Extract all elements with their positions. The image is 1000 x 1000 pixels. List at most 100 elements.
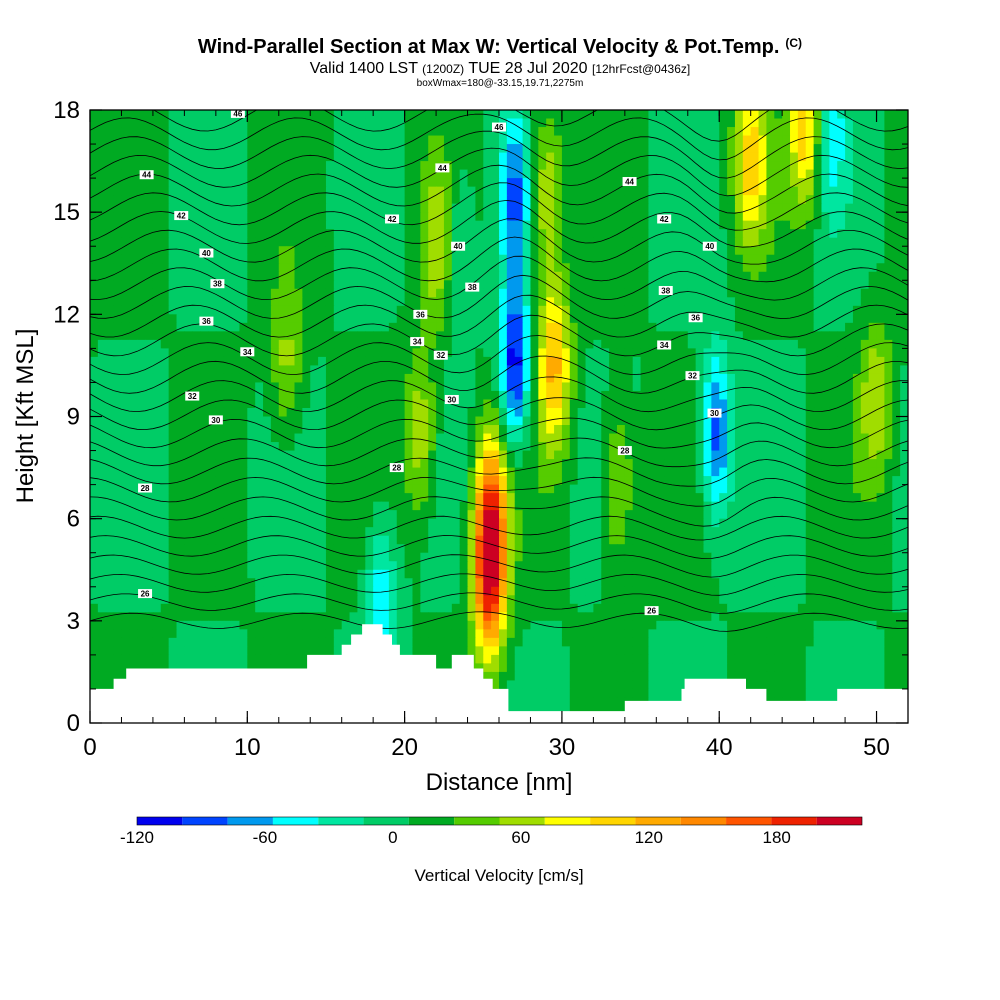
velocity-cell bbox=[428, 425, 437, 435]
velocity-cell bbox=[373, 348, 382, 358]
velocity-cell bbox=[892, 365, 901, 375]
velocity-cell bbox=[609, 459, 618, 469]
velocity-cell bbox=[263, 229, 272, 239]
velocity-cell bbox=[703, 442, 712, 452]
velocity-cell bbox=[137, 399, 146, 409]
velocity-cell bbox=[310, 195, 319, 205]
velocity-cell bbox=[601, 220, 610, 230]
velocity-cell bbox=[483, 442, 492, 452]
velocity-cell bbox=[790, 263, 799, 273]
velocity-cell bbox=[365, 144, 374, 154]
velocity-cell bbox=[876, 203, 886, 213]
velocity-cell bbox=[381, 339, 390, 349]
velocity-cell bbox=[727, 127, 736, 137]
velocity-cell bbox=[758, 237, 768, 247]
velocity-cell bbox=[129, 399, 138, 409]
velocity-cell bbox=[333, 161, 343, 171]
velocity-cell bbox=[491, 322, 500, 332]
velocity-cell bbox=[90, 365, 99, 375]
velocity-cell bbox=[247, 510, 256, 520]
velocity-cell bbox=[263, 322, 272, 332]
velocity-cell bbox=[263, 178, 272, 188]
velocity-cell bbox=[192, 510, 201, 520]
velocity-cell bbox=[616, 169, 626, 179]
velocity-cell bbox=[459, 339, 469, 349]
velocity-cell bbox=[373, 331, 382, 341]
velocity-cell bbox=[286, 305, 296, 315]
velocity-cell bbox=[860, 373, 870, 384]
velocity-cell bbox=[514, 373, 524, 384]
velocity-cell bbox=[121, 442, 130, 452]
velocity-cell bbox=[695, 322, 705, 332]
velocity-cell bbox=[640, 356, 650, 367]
velocity-cell bbox=[766, 356, 775, 367]
velocity-cell bbox=[396, 331, 406, 341]
velocity-cell bbox=[609, 331, 618, 341]
velocity-cell bbox=[601, 110, 610, 120]
velocity-cell bbox=[349, 237, 359, 247]
velocity-cell bbox=[365, 459, 374, 469]
velocity-cell bbox=[223, 127, 233, 137]
velocity-cell bbox=[113, 322, 123, 332]
velocity-cell bbox=[546, 493, 555, 503]
velocity-cell bbox=[868, 331, 878, 341]
velocity-cell bbox=[837, 220, 846, 230]
velocity-cell bbox=[774, 246, 783, 256]
velocity-cell bbox=[436, 493, 445, 503]
velocity-cell bbox=[396, 501, 406, 511]
velocity-cell bbox=[286, 467, 296, 477]
velocity-cell bbox=[215, 484, 225, 494]
velocity-cell bbox=[231, 195, 241, 205]
velocity-cell bbox=[569, 186, 579, 196]
velocity-cell bbox=[734, 450, 744, 460]
velocity-cell bbox=[121, 271, 130, 281]
velocity-cell bbox=[766, 331, 775, 341]
velocity-cell bbox=[742, 263, 752, 273]
velocity-cell bbox=[616, 110, 626, 120]
velocity-cell bbox=[192, 144, 201, 154]
velocity-cell bbox=[223, 407, 233, 418]
velocity-cell bbox=[805, 484, 815, 494]
velocity-cell bbox=[506, 331, 516, 341]
velocity-cell bbox=[168, 144, 178, 154]
velocity-cell bbox=[868, 178, 878, 188]
velocity-cell bbox=[695, 212, 705, 222]
velocity-cell bbox=[845, 152, 854, 162]
velocity-cell bbox=[805, 339, 815, 349]
velocity-cell bbox=[727, 254, 736, 264]
velocity-cell bbox=[168, 271, 178, 281]
velocity-cell bbox=[876, 442, 886, 452]
velocity-cell bbox=[168, 331, 178, 341]
velocity-cell bbox=[561, 305, 571, 315]
velocity-cell bbox=[255, 237, 264, 247]
velocity-cell bbox=[428, 246, 437, 256]
velocity-cell bbox=[325, 110, 335, 120]
velocity-cell bbox=[499, 373, 508, 384]
velocity-cell bbox=[475, 110, 484, 120]
velocity-cell bbox=[223, 382, 233, 392]
velocity-cell bbox=[884, 348, 893, 358]
velocity-cell bbox=[137, 476, 146, 486]
velocity-cell bbox=[742, 118, 752, 128]
velocity-cell bbox=[561, 127, 571, 137]
velocity-cell bbox=[341, 271, 351, 281]
velocity-cell bbox=[325, 263, 335, 273]
velocity-cell bbox=[892, 127, 901, 137]
velocity-cell bbox=[160, 212, 170, 222]
velocity-cell bbox=[530, 186, 539, 196]
velocity-cell bbox=[428, 390, 437, 401]
velocity-cell bbox=[200, 339, 209, 349]
velocity-cell bbox=[467, 195, 477, 205]
velocity-cell bbox=[742, 510, 752, 520]
velocity-cell bbox=[357, 271, 366, 281]
velocity-cell bbox=[310, 127, 319, 137]
velocity-cell bbox=[609, 407, 618, 418]
velocity-cell bbox=[341, 365, 351, 375]
velocity-cell bbox=[286, 280, 296, 290]
velocity-cell bbox=[113, 305, 123, 315]
velocity-cell bbox=[530, 339, 539, 349]
velocity-cell bbox=[900, 322, 908, 332]
velocity-cell bbox=[687, 229, 697, 239]
velocity-cell bbox=[632, 493, 642, 503]
velocity-cell bbox=[648, 237, 657, 247]
